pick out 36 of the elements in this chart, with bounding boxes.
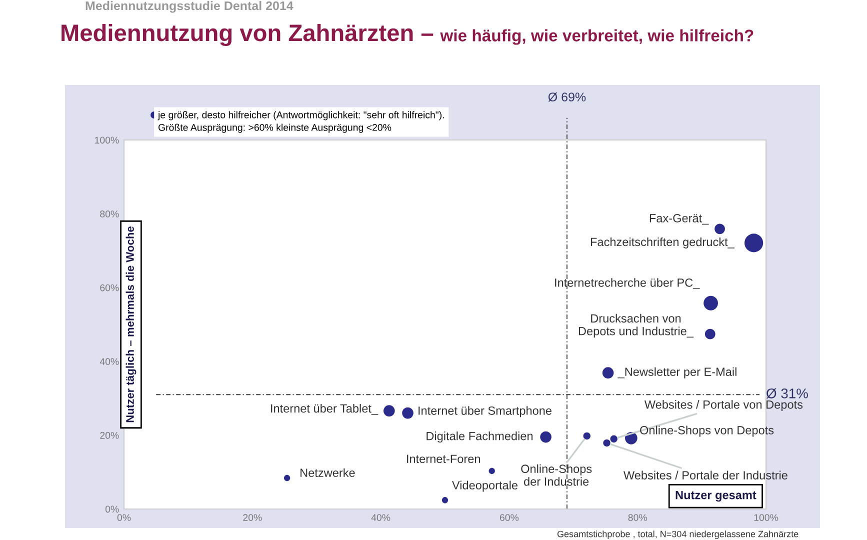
- y-tick-label: 20%: [100, 432, 119, 439]
- annotation: Internetrecherche über PC_: [555, 278, 700, 290]
- x-tick-label: 20%: [243, 514, 262, 521]
- x-tick-label: 0%: [117, 514, 131, 521]
- x-tick-label: 80%: [628, 514, 647, 521]
- annotation: _Newsletter per E-Mail: [618, 367, 736, 378]
- y-tick-label: 0%: [105, 506, 119, 513]
- x-tick-label: 40%: [371, 514, 390, 521]
- annotation: Fachzeitschriften gedruckt_: [590, 237, 734, 248]
- annotation: Internet über Tablet_: [271, 404, 378, 415]
- annotation: Internet über Smartphone: [418, 406, 552, 418]
- annotation: Websites / Portale der Industrie: [624, 470, 788, 480]
- y-tick-label: 40%: [100, 358, 119, 366]
- annotation: Digitale Fachmedien: [426, 432, 533, 443]
- annotation: Online-Shops der Industrie: [521, 464, 592, 486]
- y-axis-title: Nutzer täglich – mehrmals die Woche: [126, 226, 136, 422]
- annotation: Fax-Gerät_: [650, 214, 709, 225]
- annotation: Internet-Foren: [407, 454, 480, 464]
- x-axis-title: Nutzer gesamt: [676, 490, 756, 502]
- annotation: Online-Shops von Depots: [640, 426, 774, 437]
- x-tick-label: 60%: [500, 514, 519, 521]
- text: Mediennutzungsstudie Dental 2014: [86, 1, 294, 13]
- y-tick-label: 60%: [100, 284, 119, 292]
- annotation: Websites / Portale von Depots: [644, 400, 803, 412]
- text: Gesamtstichprobe , total, N=304 niedergelassene Zahnärzte: [557, 530, 798, 539]
- ref-line-label: Ø 69%: [548, 92, 586, 102]
- y-tick-label: 80%: [100, 210, 119, 218]
- chart-title: Mediennutzung von Zahnärzten –: [62, 24, 434, 46]
- text: je größer, desto hilfreicher (Antwortmöglichkeit: "sehr oft hilfreich"). Größte Ausprägung: >60% kleinste Ausprägung <20%: [158, 111, 444, 133]
- x-tick-label: 100%: [754, 514, 778, 521]
- annotation: Drucksachen von Depots und Industrie_: [578, 314, 694, 338]
- ref-line-label: Ø 31%: [766, 388, 808, 399]
- y-tick-label: 100%: [95, 136, 119, 144]
- chart-subtitle: wie häufig, wie verbreitet, wie hilfreich?: [440, 29, 754, 45]
- annotation: Videoportale: [452, 480, 518, 492]
- annotation: Netzwerke: [300, 468, 355, 478]
